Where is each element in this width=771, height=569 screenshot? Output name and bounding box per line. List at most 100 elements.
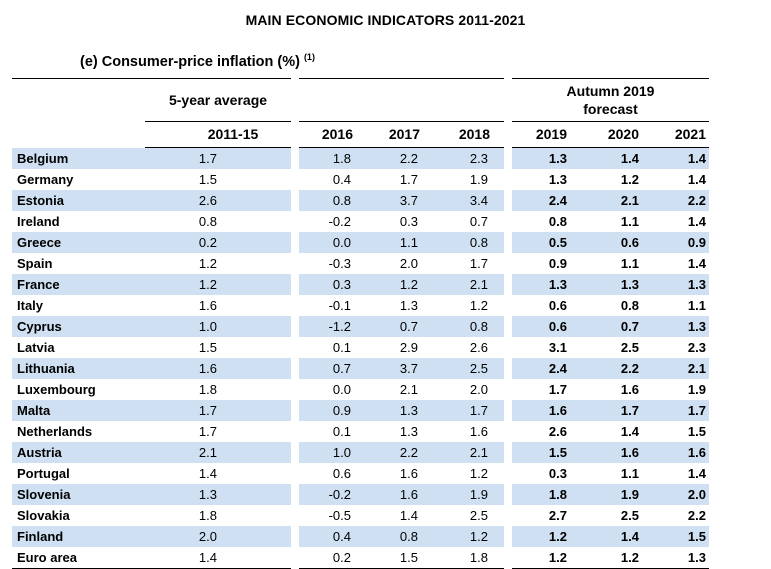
average-value: 1.8	[198, 382, 217, 397]
historical-value: 2.0	[469, 382, 488, 397]
table-row: Latvia 1.5 0.1 2.9 2.6 3.1 2.5 2.3	[12, 337, 709, 358]
forecast-line2: forecast	[583, 101, 638, 117]
column-gap	[291, 295, 299, 316]
column-gap	[291, 484, 299, 505]
subtitle-text: (e) Consumer-price inflation (%)	[80, 54, 300, 70]
header-gap	[291, 78, 299, 122]
column-gap	[291, 211, 299, 232]
historical-value: 3.7	[367, 358, 434, 379]
historical-value: 0.7	[469, 214, 488, 229]
forecast-value: 2.4	[512, 190, 581, 211]
table-row: Spain 1.2 -0.3 2.0 1.7 0.9 1.1 1.4	[12, 253, 709, 274]
column-gap	[291, 337, 299, 358]
forecast-value: 1.6	[512, 400, 581, 421]
forecast-value: 0.9	[653, 232, 709, 253]
forecast-value: 1.1	[620, 214, 639, 229]
country-name: Portugal	[17, 466, 70, 481]
historical-value: 1.7	[434, 400, 504, 421]
forecast-value: 0.6	[512, 316, 581, 337]
country-name: Lithuania	[12, 358, 145, 379]
inflation-table: 5-year average Autumn 2019 forecast 2011-…	[12, 78, 709, 569]
average-value: 1.8	[198, 508, 217, 523]
historical-value: 2.1	[399, 382, 418, 397]
column-gap	[504, 358, 512, 379]
forecast-value: 2.5	[620, 508, 639, 523]
country-name: Latvia	[17, 340, 55, 355]
country-name: Slovakia	[17, 508, 70, 523]
forecast-value: 1.9	[581, 484, 653, 505]
historical-value: 0.7	[299, 358, 367, 379]
country-name: Cyprus	[12, 316, 145, 337]
table-row: France 1.2 0.3 1.2 2.1 1.3 1.3 1.3	[12, 274, 709, 295]
average-value: 1.0	[145, 316, 291, 337]
column-gap	[291, 442, 299, 463]
forecast-value: 2.3	[687, 340, 706, 355]
column-header: 2011-15	[145, 121, 291, 148]
forecast-value: 2.0	[653, 484, 709, 505]
column-gap	[504, 147, 512, 169]
average-value: 1.4	[198, 466, 217, 481]
table-row: Euro area 1.4 0.2 1.5 1.8 1.2 1.2 1.3	[12, 547, 709, 569]
table-row: Austria 2.1 1.0 2.2 2.1 1.5 1.6 1.6	[12, 442, 709, 463]
forecast-value: 1.7	[581, 400, 653, 421]
country-name: Belgium	[12, 147, 145, 169]
column-gap	[504, 484, 512, 505]
column-gap	[504, 547, 512, 569]
average-value: 1.7	[145, 147, 291, 169]
average-value: 2.1	[145, 442, 291, 463]
historical-value: 0.8	[367, 526, 434, 547]
column-gap	[291, 463, 299, 484]
historical-value: 1.9	[434, 484, 504, 505]
historical-value: 2.2	[367, 442, 434, 463]
header-blank	[12, 78, 145, 122]
column-gap	[291, 358, 299, 379]
historical-value: 0.8	[299, 190, 367, 211]
page-title: MAIN ECONOMIC INDICATORS 2011-2021	[245, 12, 526, 28]
forecast-value: 2.1	[581, 190, 653, 211]
table-row: Netherlands 1.7 0.1 1.3 1.6 2.6 1.4 1.5	[12, 421, 709, 442]
header-country-blank	[12, 122, 145, 148]
historical-value: -1.2	[299, 316, 367, 337]
forecast-value: 1.5	[687, 424, 706, 439]
column-header: 2016	[299, 121, 367, 148]
forecast-value: 1.1	[687, 298, 706, 313]
table-row: Malta 1.7 0.9 1.3 1.7 1.6 1.7 1.7	[12, 400, 709, 421]
historical-value: 0.6	[332, 466, 351, 481]
forecast-value: 2.2	[687, 508, 706, 523]
forecast-value: 1.6	[581, 442, 653, 463]
forecast-value: 1.1	[620, 466, 639, 481]
historical-value: 0.4	[299, 526, 367, 547]
forecast-value: 1.4	[581, 526, 653, 547]
column-gap	[504, 400, 512, 421]
forecast-value: 2.2	[653, 190, 709, 211]
historical-value: 1.6	[469, 424, 488, 439]
average-value: 0.8	[198, 214, 217, 229]
average-value: 1.6	[145, 358, 291, 379]
column-header: 2017	[367, 121, 434, 148]
historical-value: -0.1	[328, 298, 351, 313]
average-value: 1.5	[198, 340, 217, 355]
column-gap	[291, 316, 299, 337]
historical-value: 3.7	[367, 190, 434, 211]
forecast-value: 1.7	[653, 400, 709, 421]
historical-value: 2.1	[434, 274, 504, 295]
average-value: 1.2	[198, 256, 217, 271]
header-group-row: 5-year average Autumn 2019 forecast	[12, 78, 709, 122]
country-name: Finland	[12, 526, 145, 547]
forecast-value: 1.4	[687, 214, 706, 229]
forecast-value: 1.2	[581, 547, 653, 569]
average-value: 2.6	[145, 190, 291, 211]
table-row: Luxembourg 1.8 0.0 2.1 2.0 1.7 1.6 1.9	[12, 379, 709, 400]
header-year-row: 2011-15 2016 2017 2018 2019 2020 2021	[12, 121, 709, 148]
table-row: Estonia 2.6 0.8 3.7 3.4 2.4 2.1 2.2	[12, 190, 709, 211]
average-value: 1.3	[145, 484, 291, 505]
column-gap	[504, 232, 512, 253]
historical-value: 0.3	[299, 274, 367, 295]
table-row: Belgium 1.7 1.8 2.2 2.3 1.3 1.4 1.4	[12, 147, 709, 169]
country-name: Netherlands	[17, 424, 93, 439]
historical-value: -0.2	[299, 484, 367, 505]
historical-value: 1.2	[367, 274, 434, 295]
historical-value: 1.3	[399, 298, 418, 313]
column-gap	[504, 379, 512, 400]
country-name: Slovenia	[12, 484, 145, 505]
